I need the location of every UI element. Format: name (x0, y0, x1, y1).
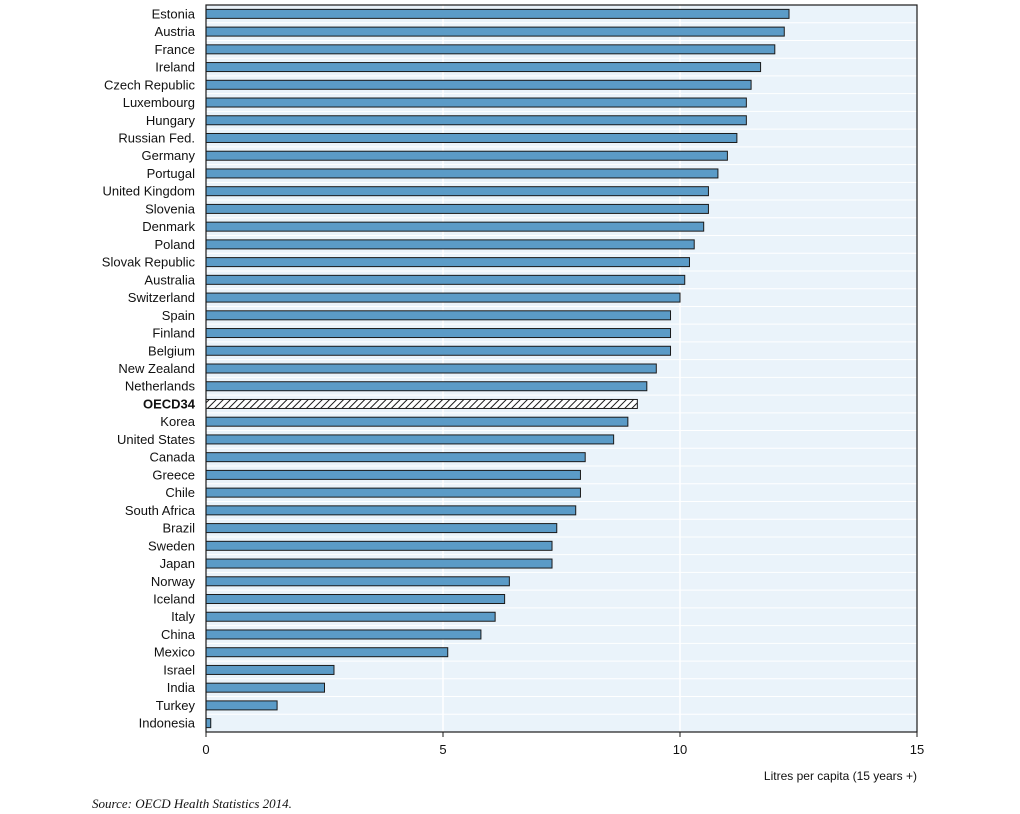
category-label: Belgium (148, 343, 195, 358)
category-label: Spain (162, 308, 195, 323)
bar (205, 221, 705, 232)
category-label: Sweden (148, 538, 195, 553)
category-label: Japan (160, 556, 195, 571)
category-label: Netherlands (125, 379, 196, 394)
bar (205, 79, 752, 90)
category-label: Slovak Republic (102, 255, 196, 270)
category-label: France (155, 42, 195, 57)
x-axis-title: Litres per capita (15 years +) (764, 769, 917, 783)
category-label: United States (117, 432, 196, 447)
bar (205, 150, 728, 161)
bar (205, 664, 335, 675)
category-label: Hungary (146, 113, 196, 128)
bar (205, 26, 785, 37)
bar (205, 611, 496, 622)
category-label: China (161, 627, 196, 642)
bar (205, 576, 510, 587)
category-label: Ireland (155, 60, 195, 75)
bar (205, 629, 482, 640)
bar (205, 381, 648, 392)
category-label: Indonesia (139, 716, 196, 731)
bar (205, 132, 738, 143)
category-label: Korea (160, 414, 195, 429)
category-label: Australia (144, 272, 195, 287)
category-label: Germany (142, 148, 196, 163)
category-label: Mexico (154, 645, 195, 660)
category-label: Italy (171, 609, 195, 624)
bar (205, 8, 790, 19)
bar (205, 257, 690, 268)
bar (205, 540, 553, 551)
bar (205, 115, 747, 126)
bar (205, 700, 278, 711)
bar (205, 434, 615, 445)
bar (205, 594, 506, 605)
category-label: Slovenia (145, 201, 196, 216)
bar (205, 647, 449, 658)
category-label: New Zealand (118, 361, 195, 376)
x-tick-label: 0 (202, 742, 209, 757)
category-label: United Kingdom (103, 184, 196, 199)
category-label: Turkey (156, 698, 196, 713)
category-label: Denmark (142, 219, 195, 234)
x-tick-label: 10 (673, 742, 687, 757)
category-label: Russian Fed. (118, 130, 195, 145)
bar (205, 186, 709, 197)
category-label: Brazil (162, 521, 195, 536)
category-label: Canada (149, 450, 195, 465)
bar (205, 523, 558, 534)
plot-frame (205, 4, 918, 733)
source-note: Source: OECD Health Statistics 2014. (92, 796, 292, 811)
category-label: Luxembourg (123, 95, 195, 110)
bar (205, 44, 776, 55)
category-label: Greece (152, 467, 195, 482)
category-label: Czech Republic (104, 77, 196, 92)
category-label: Estonia (152, 6, 196, 21)
bar (205, 203, 709, 214)
bar (205, 363, 657, 374)
x-tick-label: 5 (439, 742, 446, 757)
x-axis-ticks: 0 5 10 15 (202, 732, 924, 757)
category-label: Portugal (147, 166, 196, 181)
bar (205, 239, 695, 250)
bar (205, 718, 212, 729)
bar (205, 505, 577, 516)
bar (205, 274, 686, 285)
category-label: OECD34 (143, 396, 196, 411)
x-tick-label: 15 (910, 742, 924, 757)
bar (205, 168, 719, 179)
bar (205, 62, 762, 73)
category-label: Poland (155, 237, 195, 252)
category-labels: Estonia Austria France Ireland Czech Republi… (102, 6, 196, 730)
bars (205, 8, 790, 729)
category-label: Chile (165, 485, 195, 500)
category-label: Finland (152, 326, 195, 341)
bar (205, 328, 672, 339)
gridlines (206, 5, 917, 732)
category-label: Norway (151, 574, 196, 589)
bar (205, 416, 629, 427)
bar (205, 345, 672, 356)
category-label: Iceland (153, 592, 195, 607)
bar-oecd-average (205, 398, 638, 409)
category-label: Austria (155, 24, 196, 39)
category-label: Israel (163, 662, 195, 677)
category-label: South Africa (125, 503, 196, 518)
bar (205, 682, 325, 693)
bar (205, 452, 586, 463)
category-label: India (167, 680, 196, 695)
bar (205, 97, 747, 108)
bar (205, 310, 672, 321)
bar (205, 292, 681, 303)
bar (205, 469, 581, 480)
category-label: Switzerland (128, 290, 195, 305)
bar (205, 487, 581, 498)
bar (205, 558, 553, 569)
